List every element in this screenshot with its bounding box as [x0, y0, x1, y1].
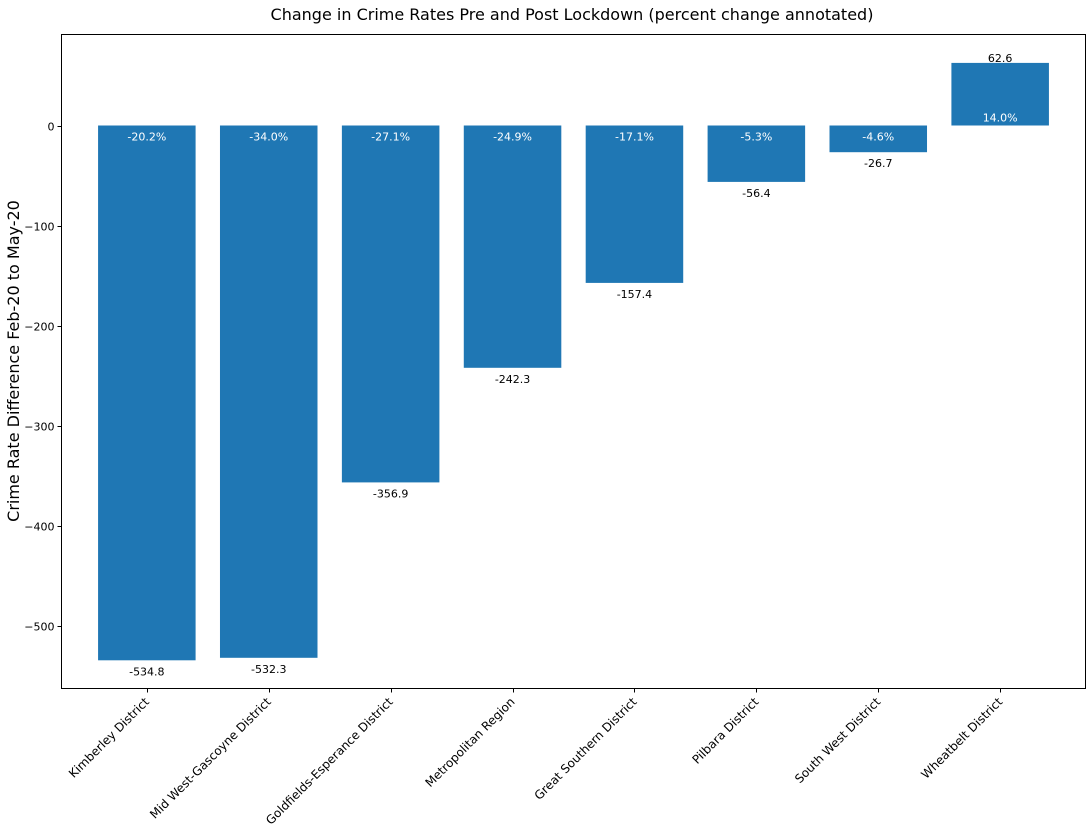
- labels-group: -534.8 -20.2% -532.3 -34.0% -356.9 -27.1% -242…: [127, 52, 1017, 678]
- value-label-1: -534.8: [129, 665, 164, 678]
- percent-label-6: -5.3%: [740, 131, 772, 144]
- bar-8: [951, 62, 1049, 126]
- percent-label-2: -34.0%: [249, 131, 288, 144]
- x-tick-label-1: Kimberley District: [66, 695, 152, 781]
- y-tick-label-1: 0: [48, 121, 55, 134]
- x-tick-label-8: Wheatbelt District: [918, 695, 1005, 782]
- x-tick-label-2: Mid West-Gascoyne District: [147, 695, 274, 822]
- bar-5: [585, 125, 684, 283]
- value-label-8: 62.6: [988, 52, 1013, 65]
- percent-label-1: -20.2%: [127, 131, 166, 144]
- x-tick-label-5: Great Southern District: [532, 695, 640, 803]
- value-label-7: -26.7: [864, 157, 892, 170]
- y-tick-label-2: −100: [24, 221, 54, 234]
- bars-group: [98, 62, 1049, 661]
- value-label-5: -157.4: [617, 288, 652, 301]
- x-tick-label-7: South West District: [792, 695, 884, 787]
- value-label-4: -242.3: [495, 373, 530, 386]
- x-tick-label-6: Pilbara District: [689, 695, 761, 767]
- percent-label-4: -24.9%: [493, 131, 532, 144]
- bar-6: [707, 125, 806, 182]
- y-tick-label-4: −300: [24, 421, 54, 434]
- y-axis: 0 −100 −200 −300 −400 −500: [24, 121, 62, 634]
- x-tick-label-4: Metropolitan Region: [422, 695, 517, 790]
- y-tick-label-5: −400: [24, 521, 54, 534]
- y-tick-label-3: −200: [24, 321, 54, 334]
- x-tick-label-3: Goldfields-Esperance District: [263, 695, 396, 828]
- plot-frame: [61, 34, 1086, 689]
- y-tick-label-6: −500: [24, 621, 54, 634]
- y-axis-label: Crime Rate Difference Feb-20 to May-20: [4, 200, 23, 522]
- value-label-6: -56.4: [742, 187, 770, 200]
- value-label-3: -356.9: [373, 487, 408, 500]
- bar-2: [219, 125, 318, 658]
- bar-4: [463, 125, 562, 368]
- chart-title: Change in Crime Rates Pre and Post Lockd…: [271, 5, 874, 24]
- percent-label-7: -4.6%: [862, 131, 894, 144]
- bar-7: [829, 125, 928, 153]
- percent-label-3: -27.1%: [371, 131, 410, 144]
- percent-label-5: -17.1%: [615, 131, 654, 144]
- percent-label-8: 14.0%: [983, 112, 1018, 125]
- bar-3: [341, 125, 440, 483]
- bar-1: [98, 125, 196, 661]
- value-label-2: -532.3: [251, 663, 286, 676]
